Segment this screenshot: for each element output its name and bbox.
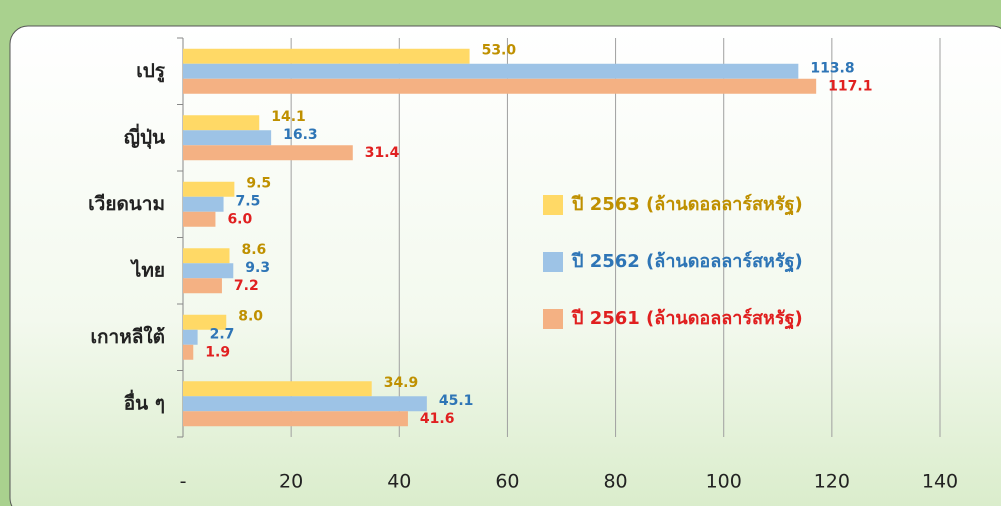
bar (183, 48, 470, 64)
bar (183, 63, 799, 79)
y-tick-label: ญี่ปุ่น (124, 123, 165, 149)
legend-swatch (543, 252, 563, 272)
bar (183, 115, 260, 131)
x-tick-label: - (180, 471, 187, 493)
x-tick-label: 60 (495, 471, 519, 493)
legend-swatch (543, 195, 563, 215)
value-label: 31.4 (365, 145, 400, 161)
value-label: 9.5 (246, 175, 271, 191)
value-label: 8.6 (242, 242, 267, 258)
value-label: 2.7 (210, 326, 235, 342)
x-tick-label: 40 (387, 471, 411, 493)
value-label: 7.2 (234, 278, 259, 294)
x-tick-label: 80 (603, 471, 627, 493)
value-label: 8.0 (238, 308, 263, 324)
value-label: 41.6 (420, 411, 455, 427)
y-tick-label: ไทย (130, 258, 165, 281)
x-tick-label: 140 (922, 471, 958, 493)
value-label: 7.5 (236, 193, 261, 209)
bar (183, 411, 408, 427)
y-tick-label: เวียดนาม (88, 193, 165, 215)
bar (183, 145, 353, 161)
value-label: 9.3 (245, 260, 270, 276)
y-tick-label: เปรู (136, 60, 166, 83)
bar (183, 181, 235, 197)
plot: - 20 40 60 80 100 120 140 เปรู 53.0 113.8 117.1 ญี่ป… (88, 37, 958, 493)
bar (183, 314, 227, 330)
bar (183, 130, 272, 146)
value-label: 1.9 (205, 344, 230, 360)
legend-swatch (543, 309, 563, 329)
value-label: 16.3 (283, 127, 318, 143)
value-label: 34.9 (384, 375, 419, 391)
x-tick-label: 100 (706, 471, 742, 493)
bar (183, 78, 817, 94)
value-label: 53.0 (482, 42, 517, 58)
legend-label: ปี 2561 (ล้านดอลลาร์สหรัฐ) (571, 307, 803, 330)
value-label: 6.0 (227, 211, 252, 227)
bar (183, 196, 224, 212)
bar (183, 278, 222, 294)
bar (183, 344, 194, 360)
legend-label: ปี 2562 (ล้านดอลลาร์สหรัฐ) (571, 250, 803, 273)
bar (183, 248, 230, 264)
bar (183, 381, 372, 397)
y-tick-label: เกาหลีใต้ (91, 325, 165, 348)
y-tick-label: อื่น ๆ (124, 389, 165, 414)
value-label: 113.8 (810, 60, 854, 76)
bar (183, 396, 427, 412)
bar (183, 329, 198, 345)
value-label: 117.1 (828, 78, 872, 94)
legend-label: ปี 2563 (ล้านดอลลาร์สหรัฐ) (571, 193, 803, 216)
bar (183, 263, 234, 279)
x-tick-label: 20 (279, 471, 303, 493)
value-label: 45.1 (439, 393, 474, 409)
x-tick-label: 120 (814, 471, 850, 493)
bar (183, 211, 216, 227)
value-label: 14.1 (271, 109, 306, 125)
